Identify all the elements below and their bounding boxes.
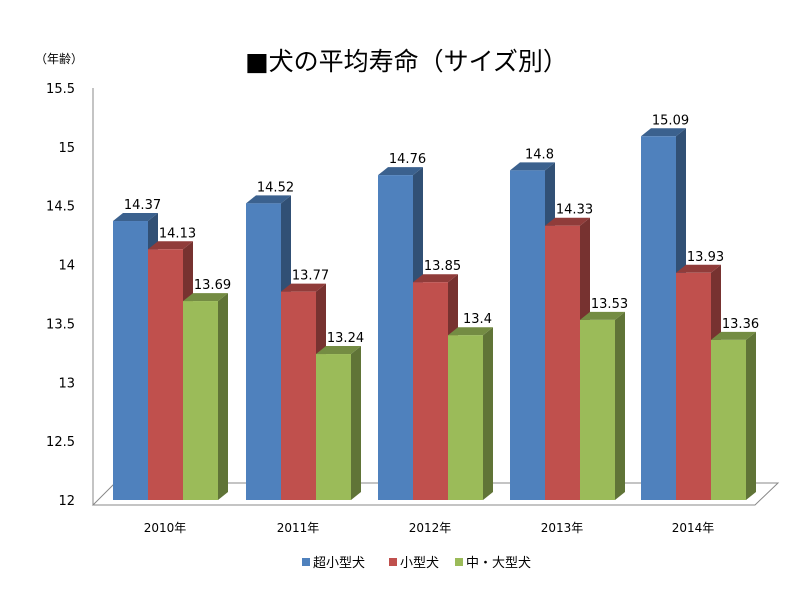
bar xyxy=(316,354,351,500)
y-tick-label: 14 xyxy=(58,259,75,274)
y-tick-label: 15.5 xyxy=(46,82,75,97)
bar xyxy=(148,249,183,500)
data-label: 13.85 xyxy=(424,259,461,274)
bar-side xyxy=(218,293,228,500)
bar xyxy=(413,282,448,500)
bar xyxy=(580,319,615,500)
data-label: 15.09 xyxy=(652,113,689,128)
bar xyxy=(545,225,580,500)
bar xyxy=(641,136,676,500)
bar-top xyxy=(281,283,326,292)
x-tick-label: 2014年 xyxy=(672,521,715,535)
data-label: 13.77 xyxy=(292,269,329,284)
bar-side xyxy=(351,346,361,500)
bar xyxy=(510,170,545,500)
data-label: 13.24 xyxy=(327,331,364,346)
bar-top xyxy=(510,162,555,171)
bar-side xyxy=(483,327,493,500)
bar-top xyxy=(676,264,721,273)
y-tick-label: 12.5 xyxy=(46,435,75,450)
bar-top xyxy=(316,346,361,355)
y-tick-label: 13 xyxy=(58,376,75,391)
bar-top xyxy=(448,327,493,336)
bar-top xyxy=(148,241,193,250)
bar-top xyxy=(113,213,158,222)
data-label: 13.53 xyxy=(591,297,628,312)
data-label: 13.4 xyxy=(463,312,492,327)
bar-top xyxy=(545,217,590,226)
bar xyxy=(246,203,281,501)
bar xyxy=(378,175,413,500)
y-axis-label: （年齢） xyxy=(35,51,83,66)
legend-label: 中・大型犬 xyxy=(466,556,531,571)
bar xyxy=(113,221,148,500)
legend-swatch xyxy=(455,558,463,566)
chart-title: ■犬の平均寿命（サイズ別） xyxy=(245,47,568,76)
data-label: 13.93 xyxy=(687,250,724,265)
x-tick-label: 2010年 xyxy=(144,521,187,535)
legend-label: 超小型犬 xyxy=(313,556,365,571)
bar-top xyxy=(711,331,756,340)
bar-top xyxy=(378,167,423,176)
legend-swatch xyxy=(389,558,397,566)
data-label: 14.76 xyxy=(389,152,426,167)
bar-side xyxy=(615,311,625,500)
data-label: 14.13 xyxy=(159,226,196,241)
y-tick-label: 15 xyxy=(58,141,75,156)
bar-top xyxy=(641,128,686,137)
data-label: 14.37 xyxy=(124,198,161,213)
data-label: 14.33 xyxy=(556,203,593,218)
bar xyxy=(711,339,746,500)
bar-top xyxy=(580,311,625,320)
bar xyxy=(281,291,316,500)
bar-top xyxy=(246,195,291,204)
bar xyxy=(448,335,483,500)
bar xyxy=(676,272,711,500)
bar-top xyxy=(183,293,228,302)
bar xyxy=(183,301,218,500)
data-label: 13.36 xyxy=(722,317,759,332)
data-label: 13.69 xyxy=(194,278,231,293)
x-tick-label: 2012年 xyxy=(409,521,452,535)
bar-top xyxy=(413,274,458,283)
legend-swatch xyxy=(302,558,310,566)
y-tick-label: 13.5 xyxy=(46,317,75,332)
chart-floor xyxy=(91,482,780,506)
y-tick-label: 14.5 xyxy=(46,200,75,215)
legend-label: 小型犬 xyxy=(400,556,439,571)
bar-side xyxy=(746,331,756,500)
data-label: 14.52 xyxy=(257,180,294,195)
x-tick-label: 2013年 xyxy=(541,521,584,535)
data-label: 14.8 xyxy=(525,147,554,162)
y-tick-label: 12 xyxy=(58,494,75,509)
x-tick-label: 2011年 xyxy=(277,521,320,535)
